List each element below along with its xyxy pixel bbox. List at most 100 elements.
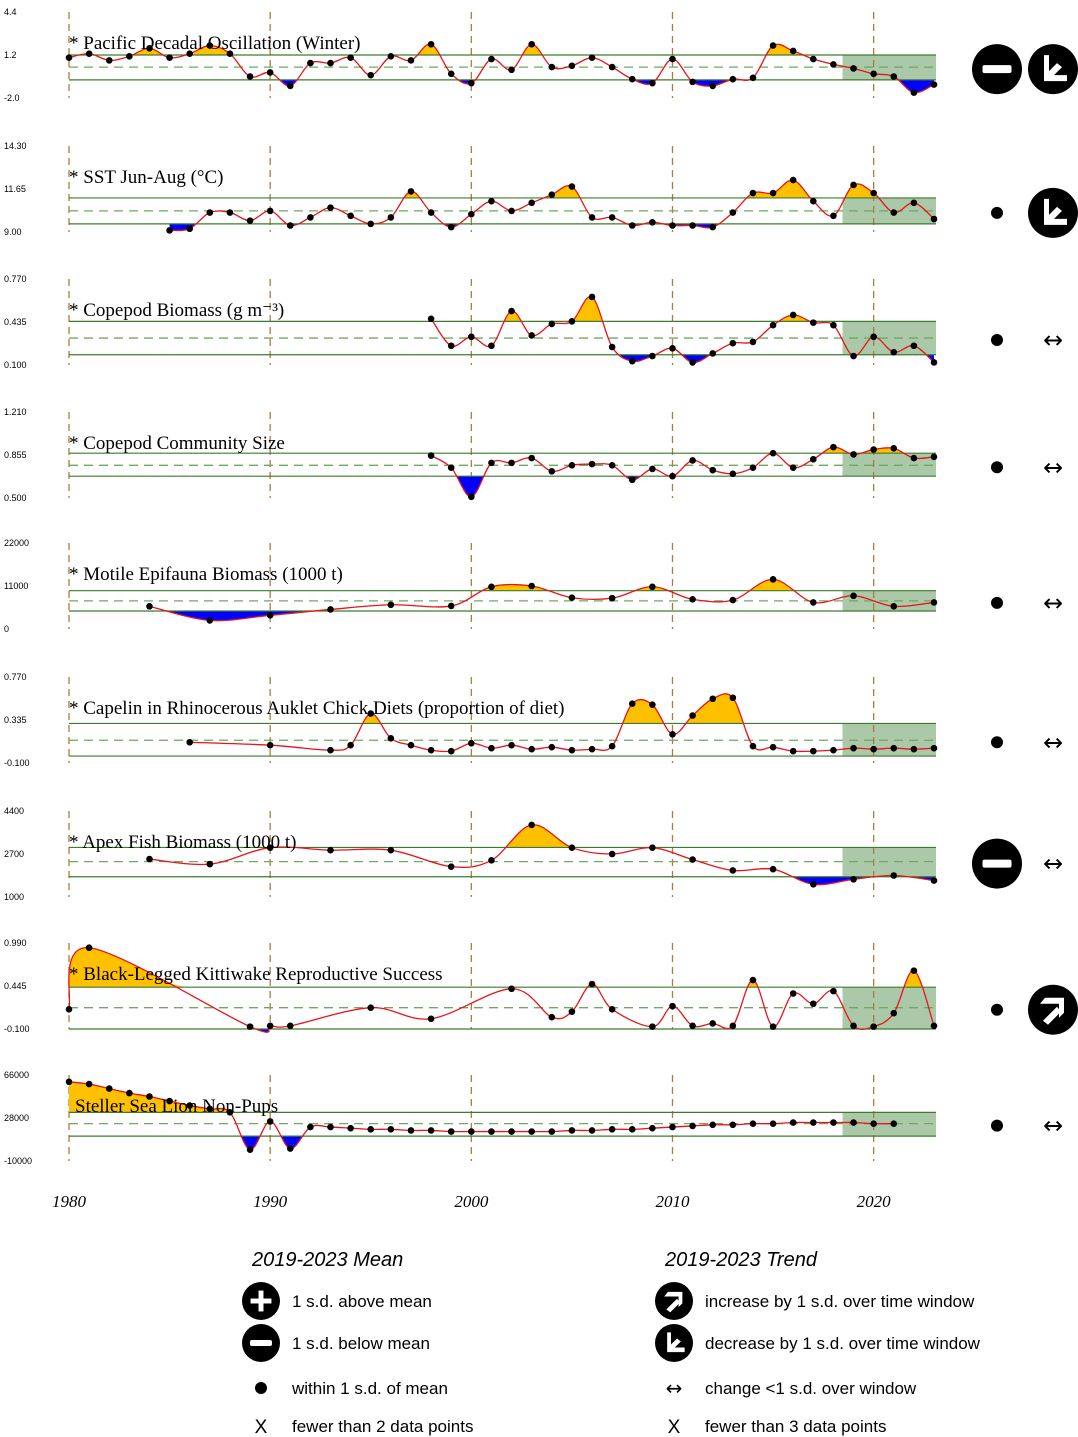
data-point [65,54,73,61]
panel-title: Steller Sea Lion Non-Pups [75,1096,278,1117]
data-point [568,1127,576,1134]
data-point [810,881,817,888]
data-point [528,821,535,829]
decrease-icon [655,1324,693,1362]
decrease-icon [1028,44,1078,95]
data-point [146,1093,153,1100]
minus-icon [972,838,1022,889]
data-point [608,461,616,469]
decrease-icon-arrow [1044,55,1067,82]
plus-icon-stem [258,1290,264,1312]
y-tick-label: 0 [4,624,9,634]
data-point [246,73,254,80]
data-point [307,1123,314,1131]
data-point [367,1126,375,1133]
minus-icon [972,44,1022,95]
data-point [890,1120,898,1127]
data-point [830,746,837,754]
data-point [307,59,314,67]
data-point [789,464,797,472]
data-point [588,214,596,221]
data-point [186,50,193,57]
data-point [508,1128,515,1135]
series-line [68,947,935,1033]
data-point [810,747,817,755]
data-point [588,980,596,988]
data-point [548,191,556,198]
data-point [729,470,737,478]
data-point [709,350,717,357]
data-point [729,339,737,347]
y-tick-label: -2.0 [4,93,20,103]
data-point [628,222,636,229]
data-point [930,744,938,752]
data-point [508,741,515,749]
data-point [830,1119,837,1126]
panel-9: 66000 28000 -10000 Steller Sea Lion Non-Pup… [4,1070,1063,1166]
data-point [749,976,757,984]
data-point [427,315,435,323]
data-point [548,320,556,328]
data-point [327,846,334,854]
above-sd-fill [169,180,934,198]
data-point [649,583,656,591]
data-point [367,220,375,228]
data-point [628,476,636,484]
data-point [246,1146,254,1153]
panel-title: * Apex Fish Biomass (1000 t) [69,832,296,853]
data-point [528,745,535,753]
data-point [488,744,495,752]
data-point [789,747,797,755]
data-point [709,1121,717,1129]
minus-icon-bar [982,65,1012,74]
legend-trend-label: fewer than 3 data points [705,1417,886,1436]
y-tick-label: 66000 [4,1070,29,1080]
panel-title: * Capelin in Rhinocerous Auklet Chick Di… [69,698,565,719]
data-point [850,592,857,600]
data-point [488,857,495,864]
data-point [105,1085,113,1092]
change-small-icon: ↔ [1043,728,1063,756]
data-point [186,738,193,746]
data-point [588,293,596,301]
legend-mean-label: within 1 s.d. of mean [291,1379,448,1398]
dot-icon [991,1003,1003,1016]
y-tick-label: 11.65 [4,184,26,194]
minus-icon-bar [982,859,1012,868]
window-shade [842,847,936,877]
data-point [266,612,274,619]
data-point [729,1121,737,1129]
data-point [468,333,475,341]
data-point [689,222,696,229]
data-point [749,338,757,346]
data-point [286,222,294,229]
data-point [85,50,93,57]
increase-icon-disc [655,1282,693,1320]
data-point [689,595,696,603]
data-point [769,42,777,49]
data-point [810,197,817,205]
data-point [649,79,656,87]
increase-icon-arrow [664,1291,683,1313]
data-point [649,1023,656,1030]
data-point [930,877,938,884]
data-point [608,594,616,602]
data-point [769,1023,777,1030]
data-point [850,65,857,72]
data-point [608,343,616,351]
data-point [468,739,475,747]
change-small-icon: ↔ [1043,453,1063,481]
data-point [669,345,676,352]
panel-2: 14.30 11.65 9.00 * SST Jun-Aug (°C) [4,141,1078,238]
data-point [568,62,576,70]
data-point [146,44,153,52]
data-point [568,318,576,325]
data-point [729,694,737,702]
y-tick-label: 9.00 [4,227,22,237]
data-point [206,1105,214,1113]
data-point [830,61,837,68]
data-point [246,1023,254,1030]
decrease-icon-arrow [1044,198,1067,225]
window-shade [842,987,936,1029]
